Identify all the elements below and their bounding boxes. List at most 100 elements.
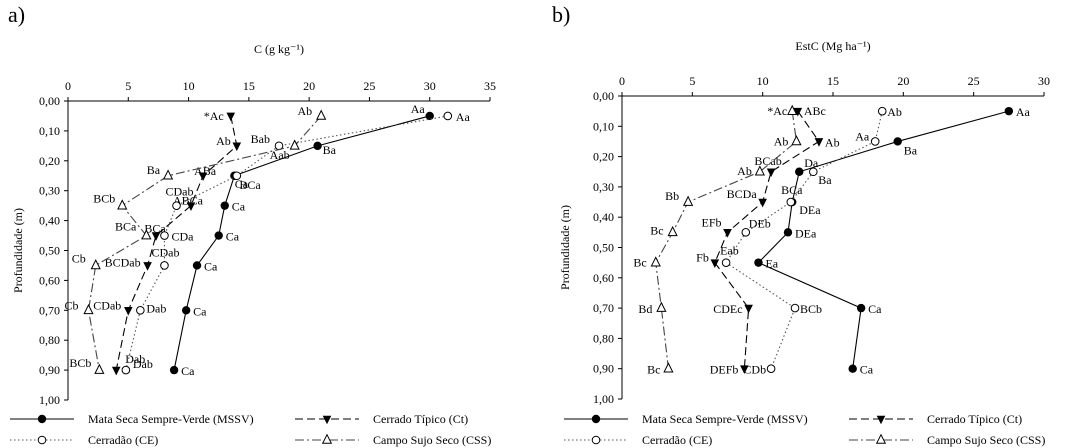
data-point — [121, 365, 131, 375]
x-tick-label: 25 — [968, 74, 980, 88]
point-label: Ca — [226, 230, 240, 244]
y-tick-label: 0,20 — [39, 154, 60, 168]
legend-label: Mata Seca Sempre-Verde (MSSV) — [88, 412, 254, 426]
point-label: CDab — [93, 298, 121, 312]
data-point — [214, 231, 223, 240]
point-label: DEa — [799, 203, 821, 217]
x-tick-label: 0 — [65, 79, 71, 93]
y-tick-label: 0,30 — [593, 180, 614, 194]
x-axis-title: EstC (Mg ha⁻¹) — [795, 39, 870, 53]
point-label: Ba — [323, 143, 337, 157]
data-point — [192, 261, 202, 270]
point-label: Ba — [147, 163, 161, 177]
x-tick-label: 5 — [689, 74, 695, 88]
data-point — [123, 307, 133, 316]
x-tick-label: 25 — [363, 79, 375, 93]
x-tick-label: 10 — [757, 74, 769, 88]
point-label: Bc — [650, 223, 663, 237]
data-point — [289, 139, 300, 150]
data-point — [162, 169, 174, 180]
data-point — [151, 232, 161, 241]
chart-panel-b: b) 0 5 10 15 20 25 30 0,00 0,10 0,20 0,30 0,40 0,50 0,… — [552, 2, 1050, 447]
y-tick-label: 0,10 — [593, 119, 614, 133]
point-label: Aa — [411, 102, 426, 116]
y-tick-label: 0,80 — [593, 331, 614, 345]
point-label: BCb — [93, 192, 115, 206]
y-tick-label: 0,40 — [39, 214, 60, 228]
point-label: Bc — [633, 256, 646, 270]
point-label: CDEc — [713, 302, 742, 316]
y-tick-label: 0,50 — [593, 241, 614, 255]
data-point — [786, 197, 796, 207]
point-label: Dab — [133, 357, 153, 371]
point-label: Aa — [855, 129, 870, 143]
legend-label: Cerrado Típico (Ct) — [927, 412, 1022, 426]
point-label: BCa — [239, 178, 261, 192]
data-point — [160, 231, 169, 240]
legend-label: Campo Sujo Seco (CSS) — [927, 433, 1045, 447]
point-label: Aa — [1016, 105, 1031, 119]
series-dash-dot: *Ac Ab Ab Bb Bc Bc Bd Bc — [633, 104, 802, 377]
series-line — [115, 115, 238, 371]
point-label: Dab — [125, 352, 145, 366]
point-label: Ab — [887, 105, 902, 119]
point-label: Bab — [251, 132, 270, 146]
panel-label: a) — [8, 2, 25, 27]
x-tick-label: 20 — [303, 79, 315, 93]
data-point — [186, 202, 196, 211]
y-tick-label: 0,90 — [39, 363, 60, 377]
point-label: *Ac — [204, 109, 224, 123]
point-label: Ca — [204, 259, 218, 273]
data-point — [667, 225, 678, 237]
data-point — [723, 229, 732, 238]
point-label: BCDa — [727, 187, 758, 201]
point-label: Cb — [64, 298, 78, 312]
panel-label: b) — [552, 2, 570, 27]
point-label: Ca — [181, 364, 195, 378]
data-point — [117, 199, 128, 210]
point-label: BCb — [69, 356, 91, 370]
series-dashed: *Ac Ab ABa ABCa BCa BCDab CDab Dab — [93, 109, 242, 376]
data-point — [316, 109, 327, 120]
y-tick-label: 0,40 — [593, 210, 614, 224]
x-axis-title: C (g kg⁻¹) — [254, 42, 304, 56]
data-point — [198, 172, 208, 182]
point-label: Ba — [818, 173, 832, 187]
point-label: Ca — [235, 177, 249, 191]
data-point — [814, 138, 824, 147]
point-label: Ab — [298, 104, 313, 118]
legend: Mata Seca Sempre-Verde (MSSV) Cerrado Típ… — [564, 412, 1045, 447]
data-point — [893, 137, 902, 146]
data-point — [766, 364, 776, 374]
point-label: Ab — [216, 134, 231, 148]
legend-swatch-marker — [591, 414, 601, 424]
point-label: Aab — [270, 148, 290, 162]
y-tick-label: 0,60 — [593, 271, 614, 285]
data-point — [683, 195, 694, 206]
y-tick-label: 0,10 — [39, 124, 60, 138]
x-tick-label: 20 — [897, 74, 909, 88]
data-point — [226, 112, 236, 122]
x-tick-label: 10 — [183, 79, 195, 93]
data-point — [744, 304, 753, 314]
data-point — [740, 365, 749, 374]
point-label: Dab — [146, 301, 166, 315]
point-label: Ab — [737, 164, 752, 178]
point-label: Ca — [193, 304, 207, 318]
legend-swatch-marker — [875, 433, 887, 444]
data-point — [443, 111, 453, 121]
y-tick-label: 0,30 — [39, 184, 60, 198]
data-point — [758, 198, 767, 208]
legend-swatch-marker — [37, 435, 47, 445]
data-point — [136, 306, 145, 315]
point-label: DEb — [749, 216, 771, 230]
data-point — [172, 201, 181, 210]
data-point — [877, 106, 887, 116]
point-label: Aa — [456, 110, 471, 124]
data-point — [848, 364, 857, 373]
data-point — [141, 229, 152, 240]
point-label: Ea — [765, 257, 778, 271]
data-point — [181, 306, 191, 315]
